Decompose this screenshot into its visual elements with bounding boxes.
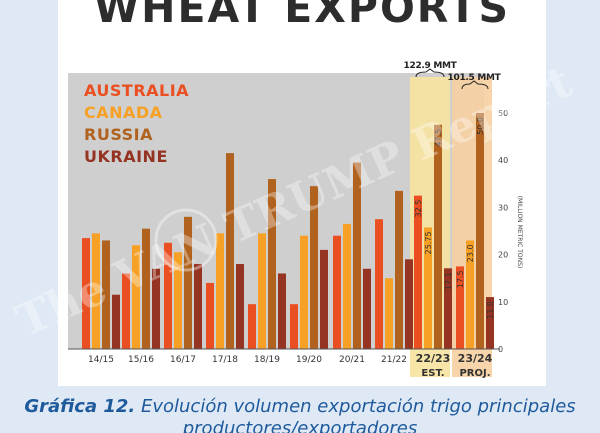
x-tick-sublabel-23-24: PROJ. [459, 368, 490, 379]
bar-australia-17-18 [206, 282, 214, 349]
x-tick-label-20-21: 20/21 [339, 355, 365, 365]
bar-canada-20-21 [343, 223, 351, 349]
bar-russia-14-15 [102, 240, 110, 349]
wheat-exports-chart: 32.5 25.75 47.5 17.1 17.523.0 50.0 11.0 122.9 … [9, 56, 580, 379]
bar-australia-15-16 [122, 273, 130, 349]
y-tick-label-50: 50 [498, 109, 508, 118]
data-label-ukraine-23-24: 11.0 [486, 301, 495, 319]
bar-ukraine-20-21 [363, 268, 371, 349]
legend-ukraine: UKRAINE [84, 147, 168, 166]
bar-ukraine-18-19 [278, 273, 286, 349]
x-tick-label-21-22: 21/22 [381, 355, 407, 365]
legend-canada: CANADA [84, 103, 163, 122]
bar-australia-22-23 [414, 195, 422, 349]
watermark-emblem [154, 208, 218, 272]
legend-australia: AUSTRALIA [84, 81, 189, 100]
y-tick-label-10: 10 [498, 298, 508, 307]
bar-ukraine-16-17 [194, 264, 202, 349]
bar-ukraine-21-22 [405, 259, 413, 349]
bar-ukraine-15-16 [152, 268, 160, 349]
bar-canada-15-16 [132, 245, 140, 349]
bar-russia-23-24 [476, 113, 484, 349]
x-tick-label-18-19: 18/19 [254, 355, 280, 365]
caption-lead: Gráfica 12. [24, 396, 136, 417]
y-tick-label-30: 30 [498, 203, 508, 212]
total-label-23-24: 101.5 MMT [448, 73, 502, 83]
bar-australia-16-17 [164, 242, 172, 349]
bar-russia-22-23 [434, 124, 442, 349]
data-label-australia-23-24: 17.5 [456, 270, 465, 288]
bar-canada-14-15 [92, 233, 100, 349]
bar-australia-18-19 [248, 304, 256, 349]
data-label-russia-23-24: 50.0 [476, 117, 485, 135]
x-tick-label-15-16: 15/16 [128, 355, 154, 365]
bar-ukraine-19-20 [320, 249, 328, 349]
bar-russia-18-19 [268, 179, 276, 349]
bar-australia-14-15 [82, 238, 90, 349]
total-bracket-23-24 [461, 80, 489, 90]
data-label-australia-22-23: 32.5 [414, 200, 423, 218]
bar-canada-18-19 [258, 233, 266, 349]
bar-russia-20-21 [353, 162, 361, 349]
bar-russia-21-22 [395, 190, 403, 349]
total-bracket-22-23 [415, 68, 445, 78]
x-tick-sublabel-22-23: EST. [421, 368, 444, 379]
bar-ukraine-14-15 [112, 294, 120, 349]
bar-russia-15-16 [142, 228, 150, 349]
bar-russia-16-17 [184, 216, 192, 349]
data-label-canada-22-23: 25.75 [424, 231, 433, 254]
bar-canada-22-23 [424, 227, 432, 349]
x-tick-label-16-17: 16/17 [170, 355, 196, 365]
total-label-22-23: 122.9 MMT [404, 61, 458, 71]
bar-ukraine-22-23 [444, 268, 452, 349]
bar-ukraine-17-18 [236, 264, 244, 349]
data-label-canada-23-24: 23.0 [466, 244, 475, 262]
data-label-ukraine-22-23: 17.1 [444, 272, 453, 290]
bar-russia-19-20 [310, 186, 318, 349]
bar-australia-19-20 [290, 304, 298, 349]
bar-ukraine-23-24 [486, 297, 494, 349]
bar-australia-23-24 [456, 266, 464, 349]
x-tick-label-19-20: 19/20 [296, 355, 322, 365]
data-label-russia-22-23: 47.5 [434, 129, 443, 147]
y-axis-title: (MILLION METRIC TONS) [516, 196, 523, 269]
bar-canada-17-18 [216, 233, 224, 349]
y-tick-label-40: 40 [498, 156, 508, 165]
y-tick-label-0: 0 [498, 345, 503, 354]
bar-australia-21-22 [375, 219, 383, 349]
x-tick-label-23-24: 23/24 [458, 352, 493, 365]
bar-canada-16-17 [174, 252, 182, 349]
x-tick-label-22-23: 22/23 [416, 352, 451, 365]
chart-title: WHEAT EXPORTS [93, 0, 511, 32]
bar-canada-19-20 [300, 235, 308, 349]
bar-australia-20-21 [333, 235, 341, 349]
bar-canada-23-24 [466, 240, 474, 349]
x-tick-label-17-18: 17/18 [212, 355, 238, 365]
y-tick-label-20: 20 [498, 251, 508, 260]
x-tick-label-14-15: 14/15 [88, 355, 114, 365]
figure-caption: Gráfica 12. Evolución volumen exportació… [0, 396, 600, 433]
caption-text: Evolución volumen exportación trigo prin… [135, 396, 576, 433]
bar-russia-17-18 [226, 153, 234, 349]
bar-canada-21-22 [385, 278, 393, 349]
legend-russia: RUSSIA [84, 125, 153, 144]
